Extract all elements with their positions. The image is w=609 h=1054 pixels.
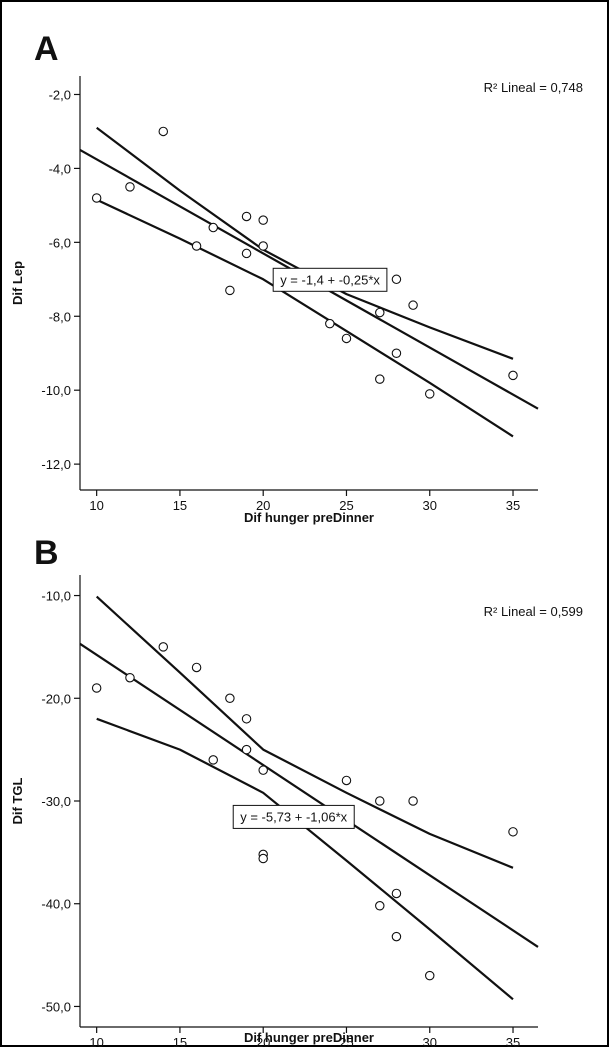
data-point [241,211,252,222]
x-tick-label: 15 [173,1035,187,1049]
y-tick-label: -8,0 [49,309,71,324]
data-point [258,853,268,864]
regression-line [79,642,539,948]
data-point [375,307,385,318]
data-point [158,642,169,652]
data-point [91,193,102,203]
data-point [125,672,135,683]
x-tick-label: 10 [89,498,103,513]
data-point [408,796,418,806]
y-tick-label: -12,0 [41,457,71,472]
data-point [424,970,435,981]
data-point [258,241,268,251]
data-point [375,901,385,911]
data-point [375,374,385,384]
data-point [341,775,352,786]
x-tick-label: 30 [423,498,437,513]
x-tick-label: 15 [173,498,187,513]
data-point [208,222,218,233]
x-tick-label: 10 [89,1035,103,1049]
r-squared-label: R² Lineal = 0,748 [484,80,583,95]
y-tick-label: -2,0 [49,87,71,102]
equation-box [272,267,388,292]
equation-box [232,804,355,829]
x-tick-label: 35 [506,498,520,513]
data-point [208,755,218,765]
equation-label: y = -5,73 + -1,06*x [240,809,347,824]
x-axis-label: Dif hunger preDinner [244,1030,374,1045]
data-point [91,683,102,693]
y-tick-label: -10,0 [41,383,71,398]
data-point [391,888,402,899]
data-point [241,248,252,259]
ci-upper-line [96,126,514,360]
data-point [241,744,252,755]
data-point [191,241,202,251]
y-tick-label: -30,0 [41,794,71,809]
data-point [391,348,402,358]
equation-label: y = -1,4 + -0,25*x [280,272,380,287]
data-point [125,182,135,192]
data-point [508,827,518,837]
data-point [375,796,385,806]
ci-upper-line [95,595,514,869]
y-axis-label: Dif Lep [10,261,25,305]
chart-panel-a: A 10 15 20 25 30 35 -2,0 -4,0 -6,0 -8,0 -10,0 -12,0 D… [10,30,583,525]
ci-lower-line [96,198,514,438]
data-point [391,931,402,942]
data-point [325,318,335,329]
data-point [341,333,352,344]
panel-label: B [34,534,59,572]
x-tick-label: 25 [339,498,353,513]
r-squared-label: R² Lineal = 0,599 [484,604,583,619]
x-tick-label: 20 [256,498,270,513]
panel-label: A [34,30,59,68]
x-tick-label: 30 [423,1035,437,1049]
data-point [225,693,235,704]
y-tick-label: -6,0 [49,235,71,250]
y-tick-label: -40,0 [41,897,71,912]
x-axis-label: Dif hunger preDinner [244,510,374,525]
data-point [158,126,169,137]
x-tick-label: 25 [339,1035,353,1049]
data-point [191,662,202,673]
data-point [225,285,235,296]
data-point [424,389,435,399]
data-point [241,714,252,724]
y-tick-label: -50,0 [41,999,71,1014]
y-tick-label: -10,0 [41,589,71,604]
y-axis-label: Dif TGL [10,777,25,824]
data-point [258,765,268,775]
data-point [391,274,402,285]
ci-lower-line [96,717,514,1001]
data-point [258,215,268,225]
chart-panel-b: B 10 15 20 25 30 35 -10,0 -20,0 -30,0 -40,0 -50,0 Di… [10,534,583,1050]
x-tick-label: 20 [256,1035,270,1049]
x-tick-label: 35 [506,1035,520,1049]
data-point [508,370,518,381]
y-tick-label: -20,0 [41,691,71,706]
data-point [408,300,418,310]
y-tick-label: -4,0 [49,161,71,176]
